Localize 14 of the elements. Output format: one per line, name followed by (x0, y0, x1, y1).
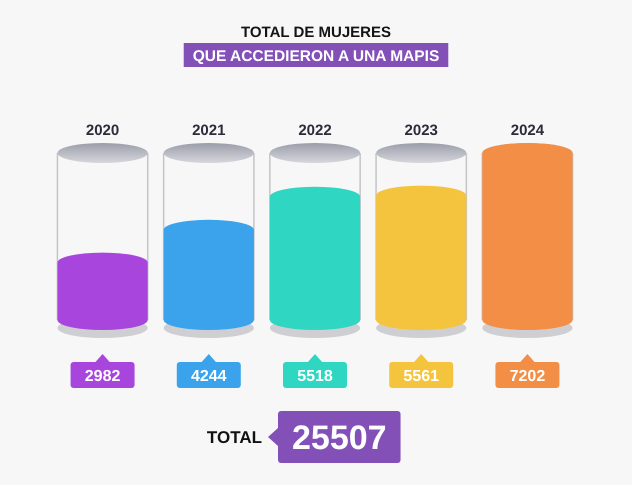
data-label: 4244 (190, 368, 227, 385)
text: TOTAL (206, 428, 262, 447)
text: 25507 (292, 419, 387, 457)
chart-subtitle: QUE ACCEDIERON A UNA MAPIS (192, 48, 440, 65)
chart-title: TOTAL DE MUJERES (240, 24, 392, 41)
x-tick-label: 2024 (510, 122, 545, 139)
data-label: 2982 (84, 368, 120, 385)
x-tick-label: 2022 (298, 122, 332, 139)
x-tick-label: 2020 (86, 122, 120, 139)
data-label: 5561 (403, 368, 440, 385)
data-label: 5518 (297, 368, 333, 385)
x-tick-label: 2023 (404, 122, 438, 139)
data-label: 7202 (510, 368, 546, 385)
x-tick-label: 2021 (192, 122, 226, 139)
